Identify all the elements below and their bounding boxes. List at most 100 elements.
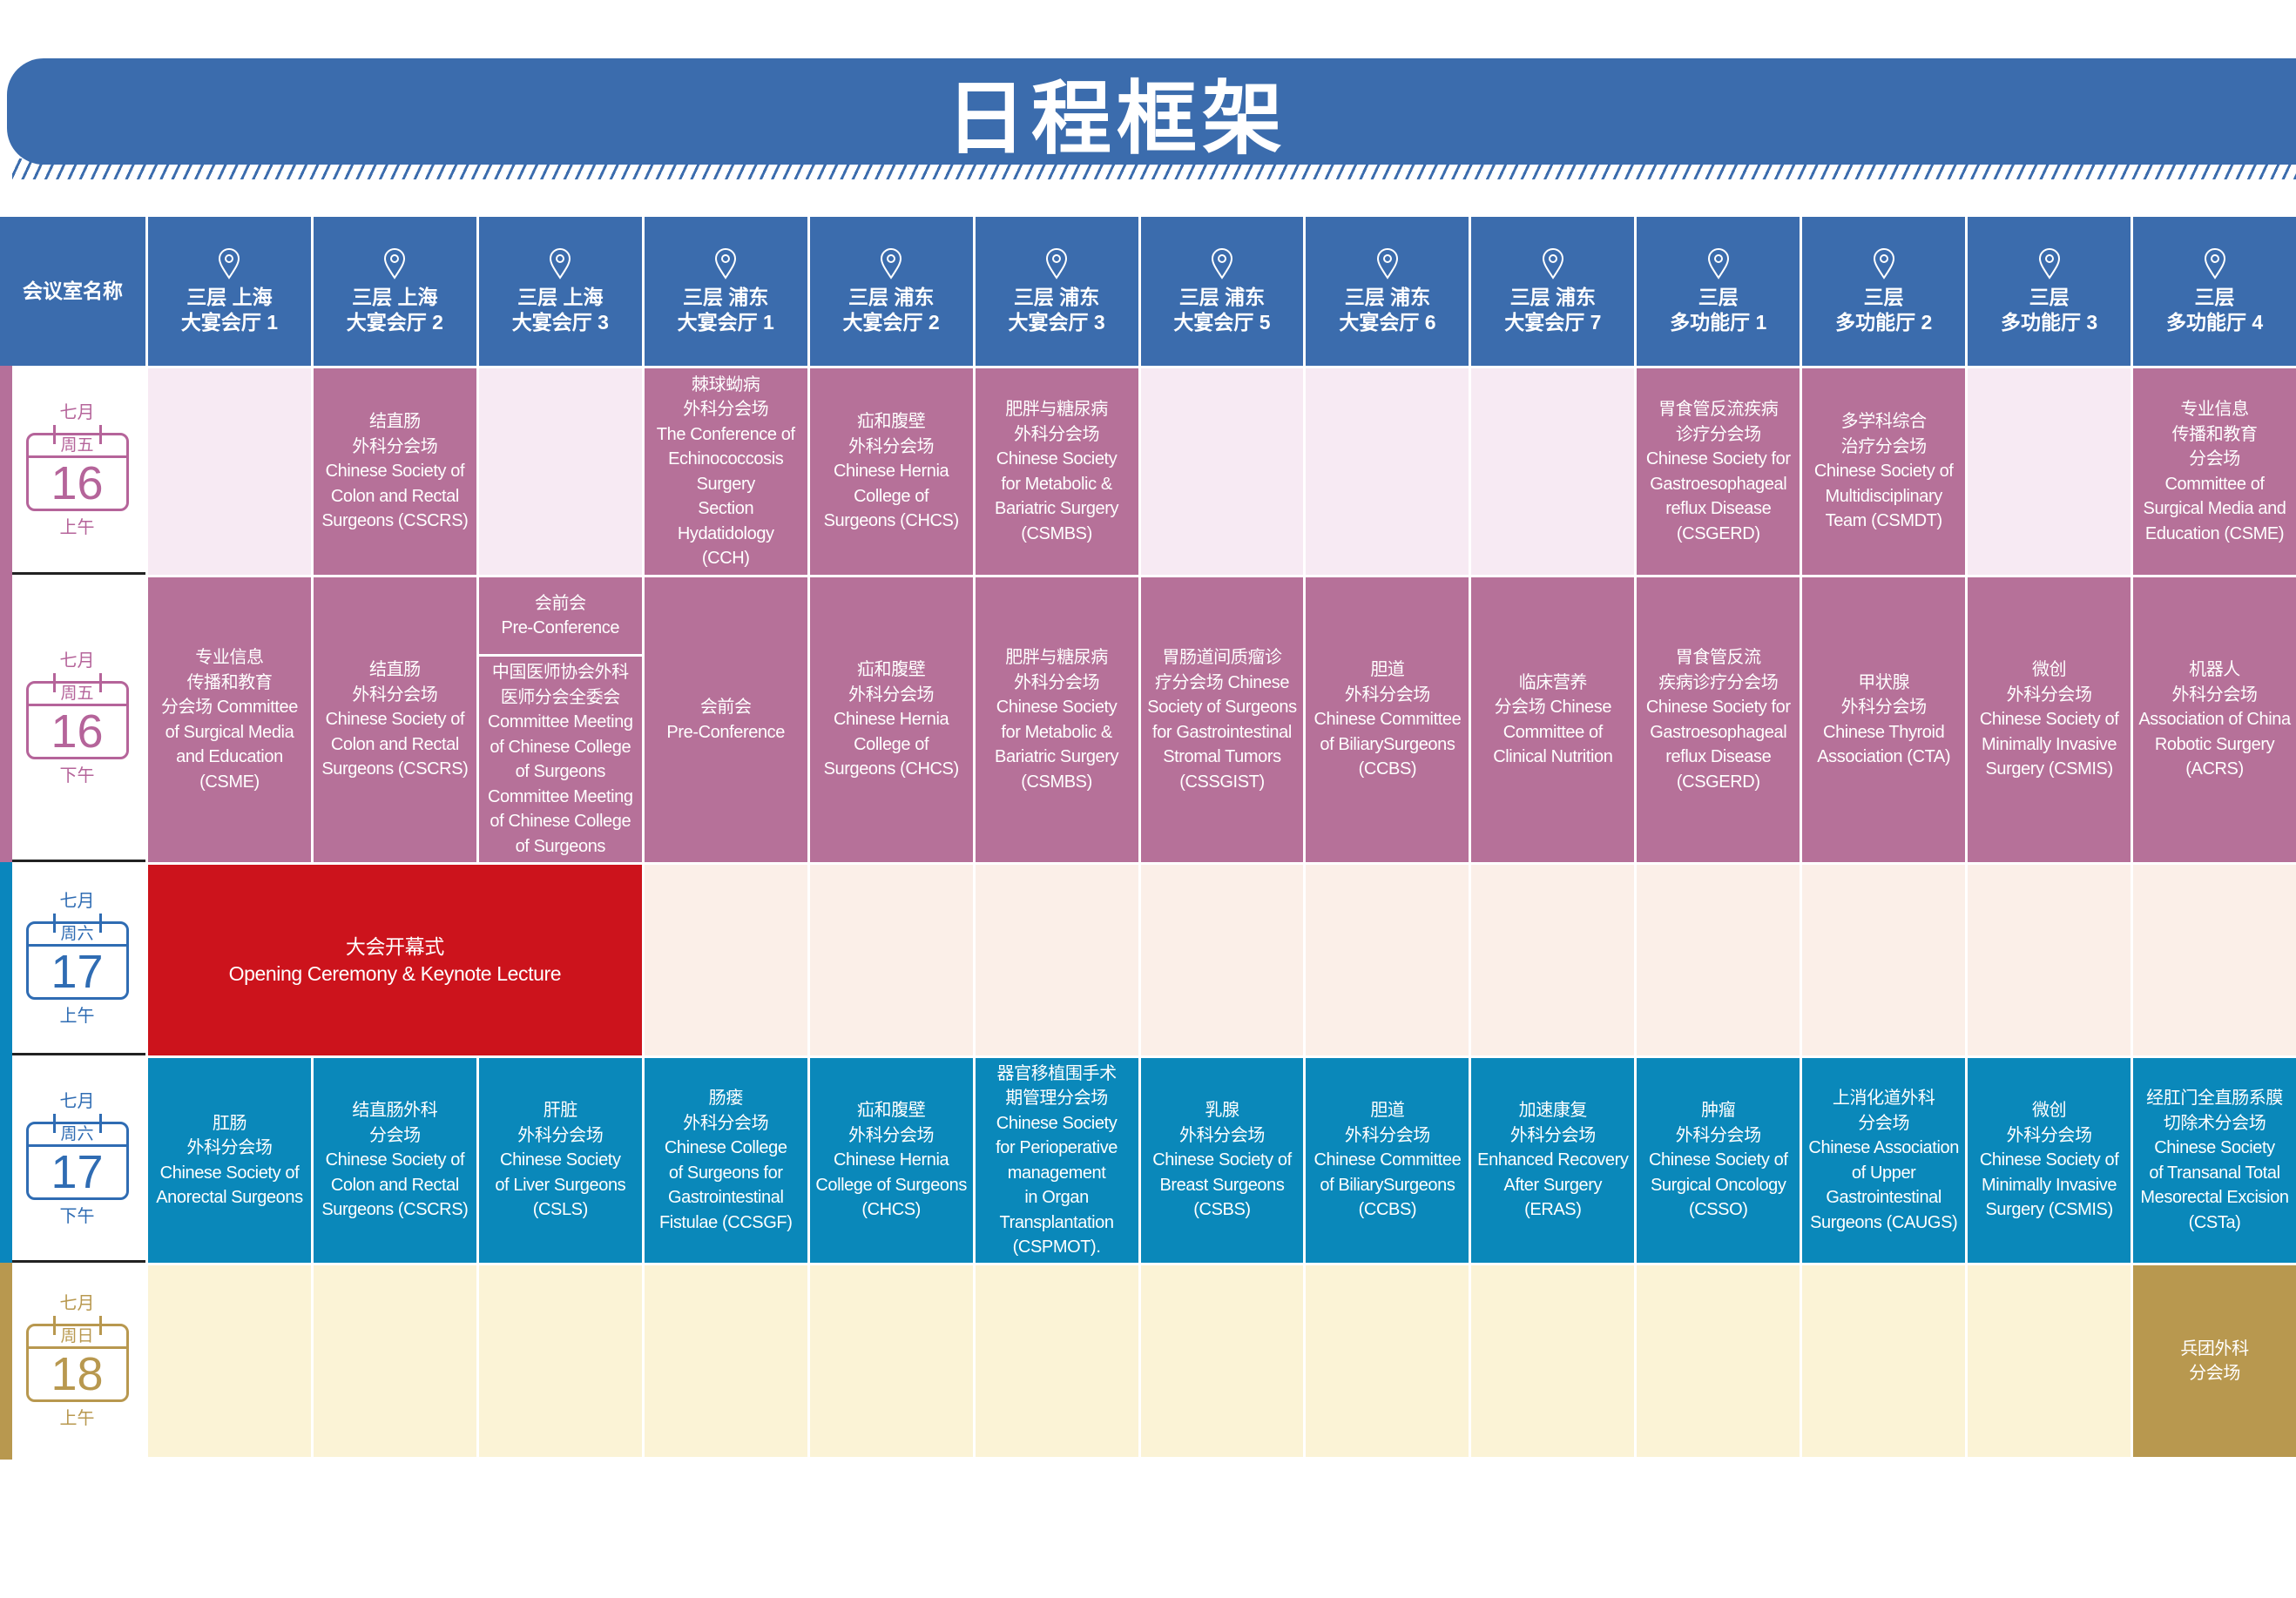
session-cell[interactable]: 棘球蚴病 外科分会场 The Conference of Echinococco…: [644, 368, 807, 575]
session-cell[interactable]: 胆道 外科分会场 Chinese Committee of BiliarySur…: [1306, 577, 1469, 862]
map-pin-icon: [1376, 247, 1398, 280]
session-cell[interactable]: 肿瘤 外科分会场 Chinese Society of Surgical Onc…: [1637, 1058, 1800, 1263]
room-header: 三层 多功能厅 1: [1637, 217, 1800, 366]
weekday-label: 周五: [28, 435, 126, 458]
session-cell[interactable]: 专业信息 传播和教育 分会场 Committee of Surgical Med…: [148, 577, 311, 862]
session-cell[interactable]: 乳腺 外科分会场 Chinese Society of Breast Surge…: [1140, 1058, 1304, 1263]
session-cell[interactable]: 微创 外科分会场 Chinese Society of Minimally In…: [1968, 1058, 2131, 1263]
row-color-stripe: [0, 862, 12, 1055]
opening-ceremony-cell[interactable]: 大会开幕式 Opening Ceremony & Keynote Lecture: [148, 865, 642, 1055]
map-pin-icon: [1046, 247, 1068, 280]
room-name-header: 会议室名称: [0, 217, 145, 366]
room-header: 三层 上海 大宴会厅 3: [478, 217, 642, 366]
session-cell[interactable]: 胃食管反流疾病 诊疗分会场 Chinese Society for Gastro…: [1637, 368, 1800, 575]
map-pin-icon: [2038, 247, 2060, 280]
session-cell[interactable]: 多学科综合 治疗分会场 Chinese Society of Multidisc…: [1802, 368, 1966, 575]
room-name: 三层 多功能厅 4: [2165, 285, 2264, 334]
empty-slot: [1802, 865, 1966, 1055]
day-number: 17: [51, 1146, 104, 1198]
room-name: 三层 多功能厅 1: [1670, 285, 1767, 334]
session-cell[interactable]: 兵团外科 分会场: [2133, 1265, 2296, 1457]
session-cell[interactable]: 肠瘘 外科分会场 Chinese College of Surgeons for…: [644, 1058, 807, 1263]
session-cell[interactable]: 专业信息 传播和教育 分会场 Committee of Surgical Med…: [2133, 368, 2296, 575]
empty-slot: [1471, 865, 1635, 1055]
month-label: 七月: [59, 892, 95, 911]
calendar-icon: 周五 16: [25, 425, 129, 511]
room-name: 三层 浦东 大宴会厅 2: [842, 285, 940, 334]
empty-slot: [1637, 865, 1800, 1055]
day-number: 16: [51, 457, 104, 509]
weekday-label: 周五: [28, 684, 126, 706]
map-pin-icon: [1873, 247, 1894, 280]
empty-slot: [644, 865, 807, 1055]
session-cell[interactable]: 结直肠 外科分会场 Chinese Society of Colon and R…: [313, 577, 476, 862]
month-label: 七月: [59, 1294, 95, 1313]
room-header: 三层 浦东 大宴会厅 5: [1140, 217, 1304, 366]
empty-slot: [975, 865, 1138, 1055]
page-title: 日程框架: [945, 74, 1287, 164]
session-cell[interactable]: 微创 外科分会场 Chinese Society of Minimally In…: [1968, 577, 2131, 862]
room-name: 三层 浦东 大宴会厅 3: [1008, 285, 1105, 334]
session-cell[interactable]: 会前会 Pre-Conference: [644, 577, 807, 862]
session-cell[interactable]: 疝和腹壁 外科分会场 Chinese Hernia College of Sur…: [809, 368, 973, 575]
weekday-label: 周六: [28, 1124, 126, 1147]
empty-slot: [478, 1265, 642, 1457]
room-header: 三层 多功能厅 3: [1968, 217, 2131, 366]
session-cell[interactable]: 胆道 外科分会场 Chinese Committee of BiliarySur…: [1306, 1058, 1469, 1263]
room-name: 三层 浦东 大宴会厅 1: [677, 285, 774, 334]
empty-slot: [1968, 368, 2131, 575]
weekday-label: 周六: [28, 924, 126, 947]
calendar-peg: [98, 425, 102, 444]
session-cell[interactable]: 经肛门全直肠系膜 切除术分会场 Chinese Society of Trans…: [2133, 1058, 2296, 1263]
session-cell[interactable]: 肥胖与糖尿病 外科分会场 Chinese Society for Metabol…: [975, 368, 1138, 575]
empty-slot: [1306, 368, 1469, 575]
empty-slot: [975, 1265, 1138, 1457]
room-header: 三层 浦东 大宴会厅 1: [644, 217, 807, 366]
calendar-peg: [52, 425, 56, 444]
empty-slot: [1140, 1265, 1304, 1457]
session-cell[interactable]: 加速康复 外科分会场 Enhanced Recovery After Surge…: [1471, 1058, 1635, 1263]
month-label: 七月: [59, 1092, 95, 1111]
session-cell[interactable]: 肥胖与糖尿病 外科分会场 Chinese Society for Metabol…: [975, 577, 1138, 862]
session-cell[interactable]: 会前会 Pre-Conference: [478, 577, 642, 654]
row-color-stripe: [0, 1055, 12, 1263]
session-cell[interactable]: 胃肠道间质瘤诊 疗分会场 Chinese Society of Surgeons…: [1140, 577, 1304, 862]
calendar-peg: [52, 914, 56, 933]
date-label: 七月 周日 18 上午: [0, 1263, 145, 1460]
map-pin-icon: [384, 247, 406, 280]
empty-slot: [1637, 1265, 1800, 1457]
session-cell[interactable]: 结直肠 外科分会场 Chinese Society of Colon and R…: [313, 368, 476, 575]
calendar-peg: [98, 673, 102, 692]
session-cell[interactable]: 临床营养 分会场 Chinese Committee of Clinical N…: [1471, 577, 1635, 862]
empty-slot: [1968, 865, 2131, 1055]
session-cell[interactable]: 肛肠 外科分会场 Chinese Society of Anorectal Su…: [148, 1058, 311, 1263]
schedule-grid: 会议室名称 三层 上海 大宴会厅 1 三层 上海 大宴会厅 2 三层 上海 大宴会厅…: [0, 217, 2296, 1460]
session-cell[interactable]: 中国医师协会外科 医师分会全委会 Committee Meeting of Ch…: [478, 657, 642, 862]
room-header: 三层 多功能厅 2: [1802, 217, 1966, 366]
room-header: 三层 浦东 大宴会厅 6: [1306, 217, 1469, 366]
period-label: 上午: [59, 518, 95, 537]
session-cell[interactable]: 甲状腺 外科分会场 Chinese Thyroid Association (C…: [1802, 577, 1966, 862]
session-cell[interactable]: 疝和腹壁 外科分会场 Chinese Hernia College of Sur…: [809, 1058, 973, 1263]
session-cell[interactable]: 肝脏 外科分会场 Chinese Society of Liver Surgeo…: [478, 1058, 642, 1263]
calendar-icon: 周日 18: [25, 1316, 129, 1402]
session-cell[interactable]: 器官移植围手术 期管理分会场 Chinese Society for Perio…: [975, 1058, 1138, 1263]
session-cell[interactable]: 机器人 外科分会场 Association of China Robotic S…: [2133, 577, 2296, 862]
empty-slot: [1471, 368, 1635, 575]
map-pin-icon: [1707, 247, 1729, 280]
calendar-peg: [52, 673, 56, 692]
weekday-label: 周日: [28, 1326, 126, 1349]
empty-slot: [1471, 1265, 1635, 1457]
empty-slot: [1306, 865, 1469, 1055]
session-cell[interactable]: 上消化道外科 分会场 Chinese Association of Upper …: [1802, 1058, 1966, 1263]
empty-slot: [148, 368, 311, 575]
room-header: 三层 浦东 大宴会厅 3: [975, 217, 1138, 366]
session-cell[interactable]: 疝和腹壁 外科分会场 Chinese Hernia College of Sur…: [809, 577, 973, 862]
session-cell[interactable]: 结直肠外科 分会场 Chinese Society of Colon and R…: [313, 1058, 476, 1263]
map-pin-icon: [881, 247, 902, 280]
date-label: 七月 周六 17 上午: [0, 862, 145, 1055]
empty-slot: [313, 1265, 476, 1457]
month-label: 七月: [59, 403, 95, 422]
session-cell[interactable]: 胃食管反流 疾病诊疗分会场 Chinese Society for Gastro…: [1637, 577, 1800, 862]
calendar-peg: [52, 1114, 56, 1133]
